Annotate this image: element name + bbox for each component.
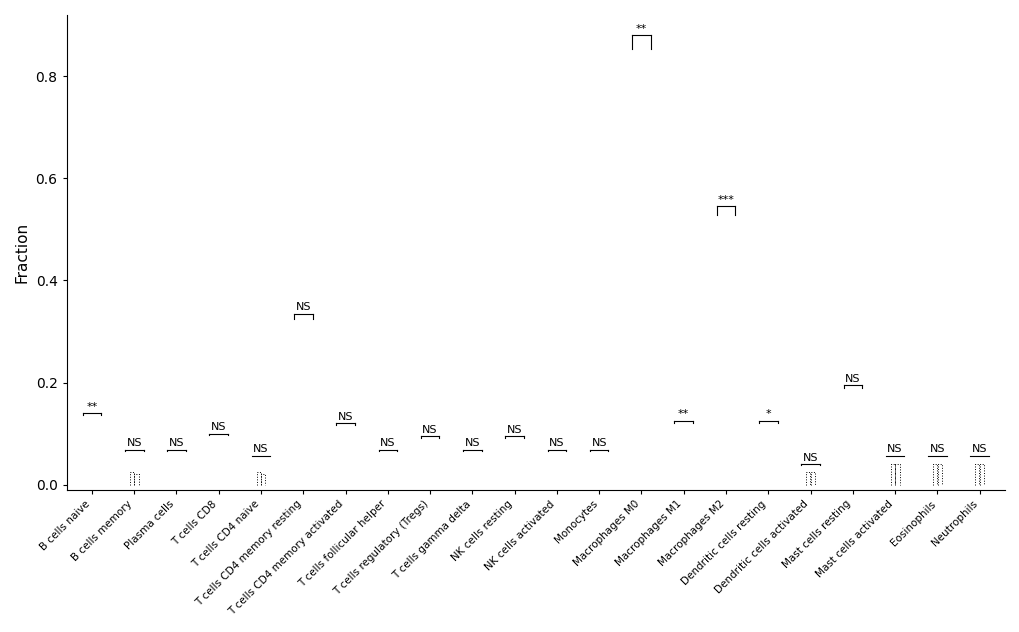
Text: NS: NS xyxy=(126,439,142,448)
Text: *: * xyxy=(764,410,770,419)
Text: NS: NS xyxy=(971,444,986,454)
Text: NS: NS xyxy=(928,444,945,454)
Text: ***: *** xyxy=(717,195,734,205)
Text: NS: NS xyxy=(253,444,269,454)
Text: **: ** xyxy=(87,401,98,411)
Text: **: ** xyxy=(678,410,689,419)
Text: NS: NS xyxy=(802,453,817,463)
Text: NS: NS xyxy=(296,302,311,312)
Text: NS: NS xyxy=(465,439,480,448)
Text: NS: NS xyxy=(548,439,565,448)
Text: NS: NS xyxy=(506,425,522,435)
Text: NS: NS xyxy=(887,444,902,454)
Text: NS: NS xyxy=(211,422,226,432)
Text: NS: NS xyxy=(168,439,184,448)
Text: NS: NS xyxy=(380,439,395,448)
Text: NS: NS xyxy=(422,425,437,435)
Y-axis label: Fraction: Fraction xyxy=(15,222,30,283)
Text: NS: NS xyxy=(591,439,606,448)
Text: **: ** xyxy=(635,24,646,34)
Text: NS: NS xyxy=(337,412,353,422)
Text: NS: NS xyxy=(845,374,860,384)
